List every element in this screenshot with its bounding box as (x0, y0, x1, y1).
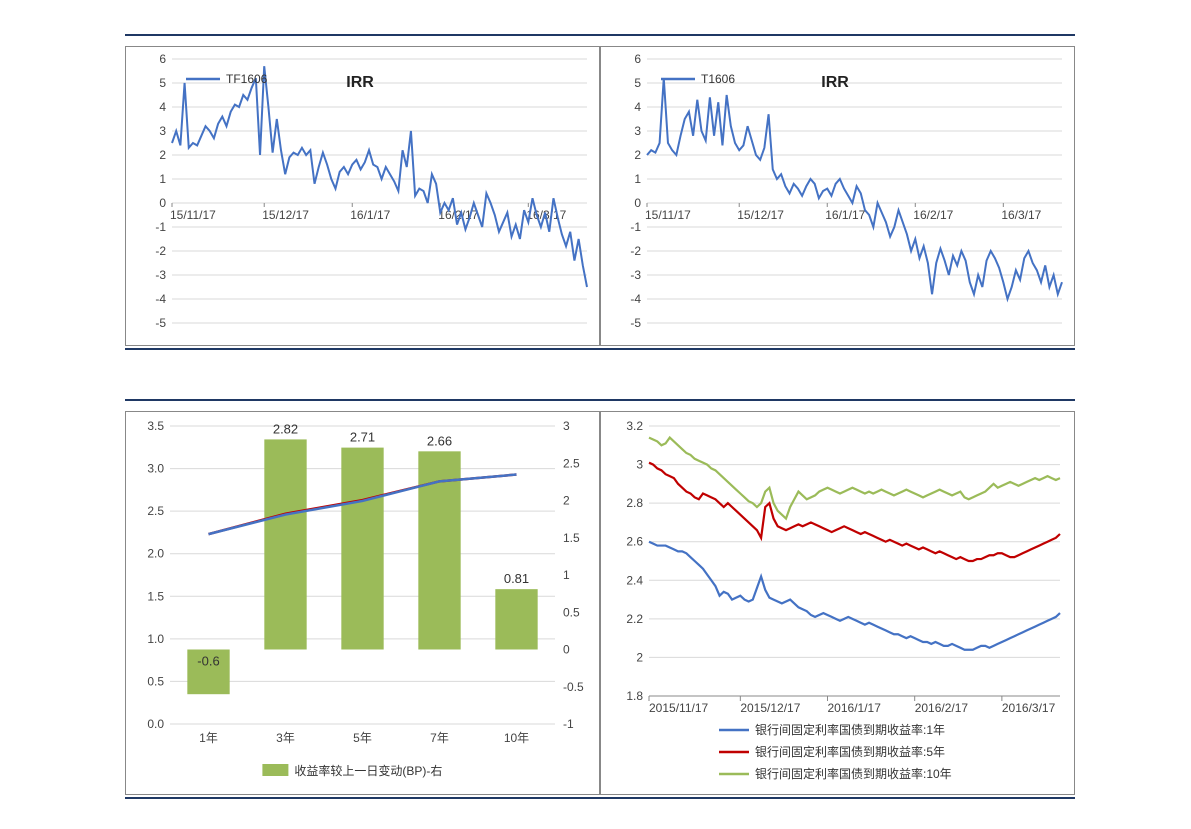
svg-text:IRR: IRR (346, 74, 374, 91)
divider-top (125, 34, 1075, 36)
svg-text:2015/11/17: 2015/11/17 (649, 701, 708, 715)
svg-text:15/12/17: 15/12/17 (262, 208, 309, 222)
svg-text:银行间固定利率国债到期收益率:5年: 银行间固定利率国债到期收益率:5年 (755, 744, 945, 759)
svg-text:-5: -5 (155, 316, 166, 330)
svg-text:-4: -4 (630, 292, 641, 306)
svg-text:1: 1 (634, 172, 641, 186)
svg-text:3.2: 3.2 (626, 419, 643, 433)
svg-text:0.5: 0.5 (147, 674, 164, 688)
svg-text:0: 0 (634, 196, 641, 210)
svg-text:3: 3 (634, 124, 641, 138)
svg-text:2.0: 2.0 (147, 547, 164, 561)
svg-text:3: 3 (636, 458, 643, 472)
svg-text:-3: -3 (155, 268, 166, 282)
svg-text:0: 0 (159, 196, 166, 210)
svg-text:15/11/17: 15/11/17 (170, 208, 216, 222)
svg-text:TF1606: TF1606 (226, 72, 268, 86)
svg-text:0: 0 (563, 643, 570, 657)
svg-text:IRR: IRR (821, 74, 849, 91)
chart-irr-tf1606: -5 -4 -3 -2 -1 0 1 2 3 4 5 6 15/11/17 15/12/17 16/1/17… (125, 46, 600, 346)
svg-text:1.8: 1.8 (626, 689, 643, 703)
svg-text:7年: 7年 (430, 731, 449, 745)
svg-text:2.71: 2.71 (350, 430, 375, 445)
svg-text:1: 1 (563, 568, 570, 582)
divider-mid1 (125, 348, 1075, 350)
svg-text:银行间固定利率国债到期收益率:1年: 银行间固定利率国债到期收益率:1年 (755, 722, 945, 737)
svg-text:5: 5 (634, 76, 641, 90)
divider-mid2 (125, 399, 1075, 401)
svg-text:16/1/17: 16/1/17 (825, 208, 865, 222)
svg-text:银行间固定利率国债到期收益率:10年: 银行间固定利率国债到期收益率:10年 (755, 766, 952, 781)
svg-text:-0.6: -0.6 (197, 654, 219, 669)
svg-text:2016/3/17: 2016/3/17 (1002, 701, 1056, 715)
svg-text:2: 2 (636, 650, 643, 664)
chart-yield-timeseries: 1.8 2 2.2 2.4 2.6 2.8 3 3.2 2015/11/17 2015/12/17… (600, 411, 1075, 795)
svg-text:2.5: 2.5 (563, 456, 580, 470)
svg-text:15/11/17: 15/11/17 (645, 208, 691, 222)
svg-text:4: 4 (159, 100, 166, 114)
svg-text:1.5: 1.5 (563, 531, 580, 545)
svg-text:5: 5 (159, 76, 166, 90)
divider-bottom (125, 797, 1075, 799)
svg-text:1: 1 (159, 172, 166, 186)
svg-text:2016/2/17: 2016/2/17 (915, 701, 969, 715)
svg-text:-5: -5 (630, 316, 641, 330)
svg-text:16/2/17: 16/2/17 (913, 208, 953, 222)
svg-text:-2: -2 (155, 244, 166, 258)
svg-text:2.82: 2.82 (273, 421, 298, 436)
svg-text:3年: 3年 (276, 731, 295, 745)
svg-text:收益率较上一日变动(BP)-右: 收益率较上一日变动(BP)-右 (294, 763, 442, 778)
svg-text:16/3/17: 16/3/17 (1001, 208, 1041, 222)
svg-text:16/1/17: 16/1/17 (350, 208, 390, 222)
svg-text:0.81: 0.81 (504, 571, 529, 586)
svg-text:2.4: 2.4 (626, 573, 643, 587)
svg-text:1.0: 1.0 (147, 632, 164, 646)
chart-irr-t1606: -5 -4 -3 -2 -1 0 1 2 3 4 5 6 15/11/17 15/12/17 16/1/17… (600, 46, 1075, 346)
svg-text:2: 2 (563, 494, 570, 508)
svg-text:3: 3 (563, 419, 570, 433)
svg-text:2.5: 2.5 (147, 504, 164, 518)
svg-text:5年: 5年 (353, 731, 372, 745)
svg-text:3.0: 3.0 (147, 462, 164, 476)
svg-text:1年: 1年 (199, 731, 218, 745)
svg-text:0.5: 0.5 (563, 605, 580, 619)
svg-text:4: 4 (634, 100, 641, 114)
svg-text:-3: -3 (630, 268, 641, 282)
svg-text:-1: -1 (155, 220, 166, 234)
svg-text:2015/12/17: 2015/12/17 (740, 701, 800, 715)
svg-text:2.8: 2.8 (626, 496, 643, 510)
svg-text:2.2: 2.2 (626, 612, 643, 626)
svg-text:3: 3 (159, 124, 166, 138)
svg-text:2.6: 2.6 (626, 535, 643, 549)
svg-text:6: 6 (159, 52, 166, 66)
svg-text:-2: -2 (630, 244, 641, 258)
svg-text:-0.5: -0.5 (563, 680, 584, 694)
svg-text:2016/1/17: 2016/1/17 (828, 701, 882, 715)
svg-text:6: 6 (634, 52, 641, 66)
svg-text:T1606: T1606 (701, 72, 735, 86)
svg-text:10年: 10年 (504, 731, 529, 745)
svg-text:3.5: 3.5 (147, 419, 164, 433)
chart-yield-barline: 0.0 0.5 1.0 1.5 2.0 2.5 3.0 3.5 -1 -0.5 0 0.5 1 1.5 2 2… (125, 411, 600, 795)
svg-text:2.66: 2.66 (427, 433, 452, 448)
svg-text:1.5: 1.5 (147, 589, 164, 603)
svg-text:2: 2 (159, 148, 166, 162)
svg-text:-1: -1 (630, 220, 641, 234)
svg-text:2: 2 (634, 148, 641, 162)
page: -5 -4 -3 -2 -1 0 1 2 3 4 5 6 15/11/17 15/12/17 16/1/17… (0, 0, 1191, 829)
svg-text:-4: -4 (155, 292, 166, 306)
svg-text:15/12/17: 15/12/17 (737, 208, 784, 222)
svg-text:0.0: 0.0 (147, 717, 164, 731)
svg-text:-1: -1 (563, 717, 574, 731)
